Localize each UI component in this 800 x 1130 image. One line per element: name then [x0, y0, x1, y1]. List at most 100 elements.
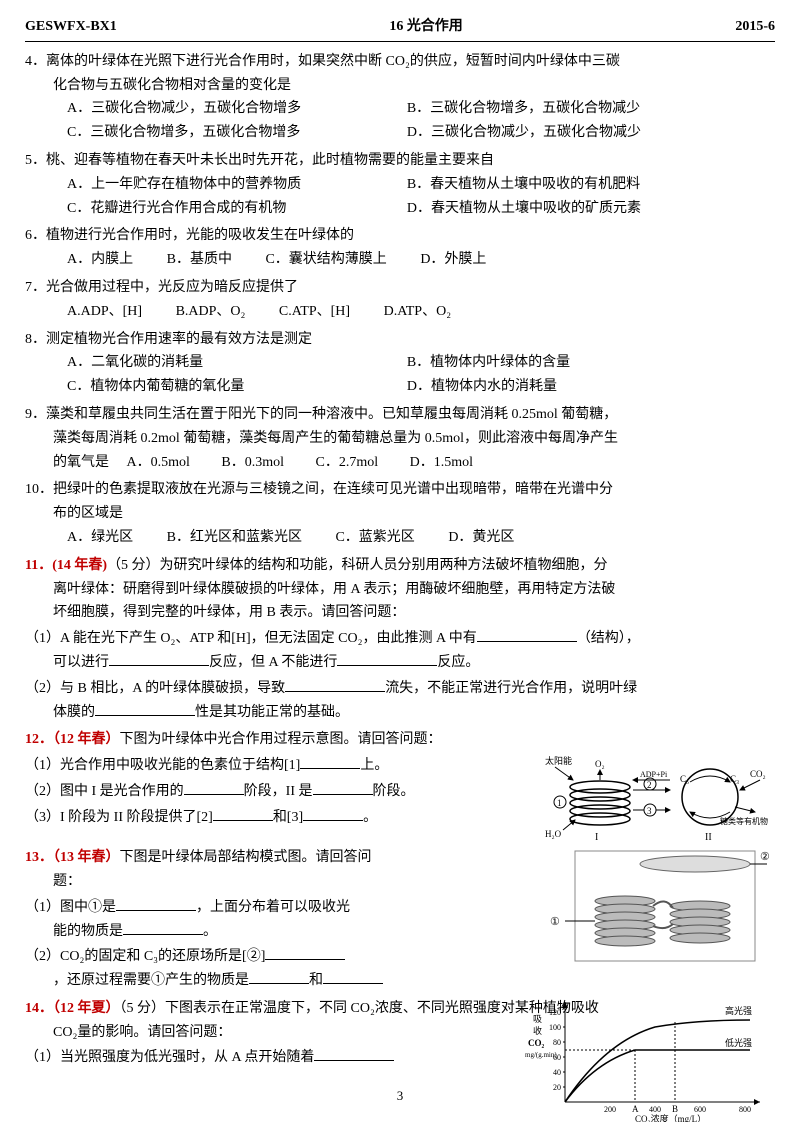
question-8: 8．测定植物光合作用速率的最有效方法是测定 A．二氧化碳的消耗量 B．植物体内叶… — [25, 328, 775, 399]
q11-tag: 11．(14 年春) — [25, 558, 107, 573]
q12-sub1: （1）光合作用中吸收光能的色素位于结构[1] 上。 — [25, 754, 535, 778]
q12-sub3b: 和[3] — [273, 810, 303, 825]
q10-optA: A．绿光区 — [67, 526, 133, 550]
q12-sub1a: （1）光合作用中吸收光能的色素位于结构[1] — [25, 758, 300, 773]
q11-sub1: （1）A 能在光下产生 O₂、ATP 和[H]，但无法固定 CO₂，由此推测 A… — [25, 627, 775, 651]
blank — [337, 652, 437, 666]
header-right: 2015-6 — [735, 15, 775, 39]
page-header: GESWFX-BX1 16 光合作用 2015-6 — [25, 15, 775, 42]
q14-tag: 14．（12 年夏） — [25, 1001, 120, 1016]
q7-optC: C.ATP、[H] — [279, 300, 350, 324]
q9-optB: B．0.3mol — [221, 455, 284, 470]
question-13: 13．（13 年春）下图是叶绿体局部结构模式图。请回答问 题： （1）图中①是，… — [25, 846, 775, 993]
blank — [314, 1047, 394, 1061]
q7-optA: A.ADP、[H] — [67, 300, 142, 324]
q11-stem3: 坏细胞膜，得到完整的叶绿体，用 B 表示。请回答问题： — [25, 601, 775, 625]
svg-text:糖类等有机物: 糖类等有机物 — [720, 816, 768, 826]
svg-text:①: ① — [550, 916, 560, 928]
q11-sub1-line2: 可以进行反应，但 A 不能进行反应。 — [25, 651, 775, 675]
svg-text:40: 40 — [553, 1068, 561, 1077]
svg-text:收: 收 — [533, 1025, 542, 1036]
svg-text:CO₂: CO₂ — [750, 769, 766, 779]
q12-sub2c: 阶段。 — [373, 784, 415, 799]
q13-text: 13．（13 年春）下图是叶绿体局部结构模式图。请回答问 题： （1）图中①是，… — [25, 846, 535, 993]
q9-optA: A．0.5mol — [127, 455, 190, 470]
q4-stem1: 4．离体的叶绿体在光照下进行光合作用时，如果突然中断 CO₂的供应，短暂时间内叶… — [25, 50, 775, 74]
q13-stem1: 下图是叶绿体局部结构模式图。请回答问 — [120, 850, 372, 865]
q6-stem: 6．植物进行光合作用时，光能的吸收发生在叶绿体的 — [25, 224, 775, 248]
q12-figure: 太阳能 O₂ H₂O 1 2 ADP+Pi 3 — [545, 752, 775, 842]
q11-sub1b: （结构）， — [577, 631, 640, 646]
q13-tag: 13．（13 年春） — [25, 850, 120, 865]
q6-optA: A．内膜上 — [67, 248, 133, 272]
q11-sub1a: （1）A 能在光下产生 O₂、ATP 和[H]，但无法固定 CO₂，由此推测 A… — [25, 631, 477, 646]
q13-stem2: 题： — [25, 870, 535, 894]
q11-stem1: （5 分）为研究叶绿体的结构和功能，科研人员分别用两种方法破坏植物细胞，分 — [107, 558, 608, 573]
q10-optC: C．蓝紫光区 — [335, 526, 414, 550]
q7-stem: 7．光合做用过程中，光反应为暗反应提供了 — [25, 276, 775, 300]
q11-sub2c: 体膜的 — [53, 705, 95, 720]
q13-sub2a: （2）CO₂的固定和 C₃的还原场所是[②] — [25, 949, 265, 964]
svg-text:120: 120 — [549, 1008, 561, 1017]
q12-stem: 下图为叶绿体中光合作用过程示意图。请回答问题： — [120, 732, 442, 747]
svg-text:2: 2 — [647, 780, 652, 790]
q13-line1: 13．（13 年春）下图是叶绿体局部结构模式图。请回答问 — [25, 846, 535, 870]
q12-sub1b: 上。 — [360, 758, 388, 773]
svg-text:C₅: C₅ — [680, 774, 689, 784]
blank — [300, 755, 360, 769]
svg-text:1: 1 — [557, 798, 562, 808]
blank — [313, 781, 373, 795]
svg-text:太阳能: 太阳能 — [545, 755, 572, 766]
svg-text:A: A — [632, 1104, 639, 1114]
q8-optD: D．植物体内水的消耗量 — [407, 375, 747, 399]
svg-text:低光强: 低光强 — [725, 1037, 752, 1048]
q4-optD: D．三碳化合物减少，五碳化合物减少 — [407, 121, 747, 145]
question-10: 10．把绿叶的色素提取液放在光源与三棱镜之间，在连续可见光谱中出现暗带，暗带在光… — [25, 478, 775, 549]
question-6: 6．植物进行光合作用时，光能的吸收发生在叶绿体的 A．内膜上 B．基质中 C．囊… — [25, 224, 775, 272]
q12-sub2b: 阶段，II 是 — [244, 784, 313, 799]
blank — [95, 702, 195, 716]
q5-optC: C．花瓣进行光合作用合成的有机物 — [67, 197, 407, 221]
q4-options: A．三碳化合物减少，五碳化合物增多 B．三碳化合物增多，五碳化合物减少 C．三碳… — [25, 97, 775, 145]
blank — [184, 781, 244, 795]
svg-text:600: 600 — [694, 1105, 706, 1114]
blank — [285, 678, 385, 692]
q10-stem1: 10．把绿叶的色素提取液放在光源与三棱镜之间，在连续可见光谱中出现暗带，暗带在光… — [25, 478, 775, 502]
q13-sub1c: 能的物质是 — [53, 924, 123, 939]
q14-chart: 20 40 60 80 100 120 200 400 600 800 吸 收 … — [525, 992, 775, 1122]
blank — [265, 946, 345, 960]
header-left: GESWFX-BX1 — [25, 15, 117, 39]
blank — [109, 652, 209, 666]
q5-options: A．上一年贮存在植物体中的营养物质 B．春天植物从土壤中吸收的有机肥料 C．花瓣… — [25, 173, 775, 221]
question-12: 12．（12 年春）下图为叶绿体中光合作用过程示意图。请回答问题： （1）光合作… — [25, 728, 775, 842]
q10-options: A．绿光区 B．红光区和蓝紫光区 C．蓝紫光区 D．黄光区 — [25, 526, 775, 550]
q12-sub3c: 。 — [363, 810, 377, 825]
svg-text:②: ② — [760, 851, 770, 863]
q10-stem2: 布的区域是 — [25, 502, 775, 526]
q8-stem: 8．测定植物光合作用速率的最有效方法是测定 — [25, 328, 775, 352]
svg-text:CO₂浓度（mg/L）: CO₂浓度（mg/L） — [635, 1113, 706, 1122]
q10-optB: B．红光区和蓝紫光区 — [167, 526, 302, 550]
q9-optC: C．2.7mol — [316, 455, 379, 470]
svg-text:O₂: O₂ — [595, 759, 605, 769]
svg-text:400: 400 — [649, 1105, 661, 1114]
q11-sub2: （2）与 B 相比，A 的叶绿体膜破损，导致流失，不能正常进行光合作用，说明叶绿 — [25, 677, 775, 701]
svg-text:H₂O: H₂O — [545, 829, 562, 839]
question-11: 11．(14 年春)（5 分）为研究叶绿体的结构和功能，科研人员分别用两种方法破… — [25, 554, 775, 725]
svg-text:B: B — [672, 1104, 678, 1114]
blank — [323, 970, 383, 984]
svg-text:800: 800 — [739, 1105, 751, 1114]
svg-text:CO₂: CO₂ — [528, 1038, 545, 1048]
blank — [116, 897, 196, 911]
q11-stem2: 离叶绿体：研磨得到叶绿体膜破损的叶绿体，用 A 表示；用酶破坏细胞壁，再用特定方… — [25, 578, 775, 602]
q6-options: A．内膜上 B．基质中 C．囊状结构薄膜上 D．外膜上 — [25, 248, 775, 272]
q5-optD: D．春天植物从土壤中吸收的矿质元素 — [407, 197, 747, 221]
q13-sub2b: ，还原过程需要①产生的物质是 — [53, 973, 249, 988]
q11-sub2a: （2）与 B 相比，A 的叶绿体膜破损，导致 — [25, 681, 285, 696]
q8-optB: B．植物体内叶绿体的含量 — [407, 351, 747, 375]
q12-tag: 12．（12 年春） — [25, 732, 120, 747]
q9-optD: D．1.5mol — [410, 455, 473, 470]
q7-options: A.ADP、[H] B.ADP、O₂ C.ATP、[H] D.ATP、O₂ — [25, 300, 775, 324]
q12-body: （1）光合作用中吸收光能的色素位于结构[1]上。 （2）图中 I 是光合作用的阶… — [25, 752, 775, 842]
svg-text:高光强: 高光强 — [725, 1005, 752, 1016]
